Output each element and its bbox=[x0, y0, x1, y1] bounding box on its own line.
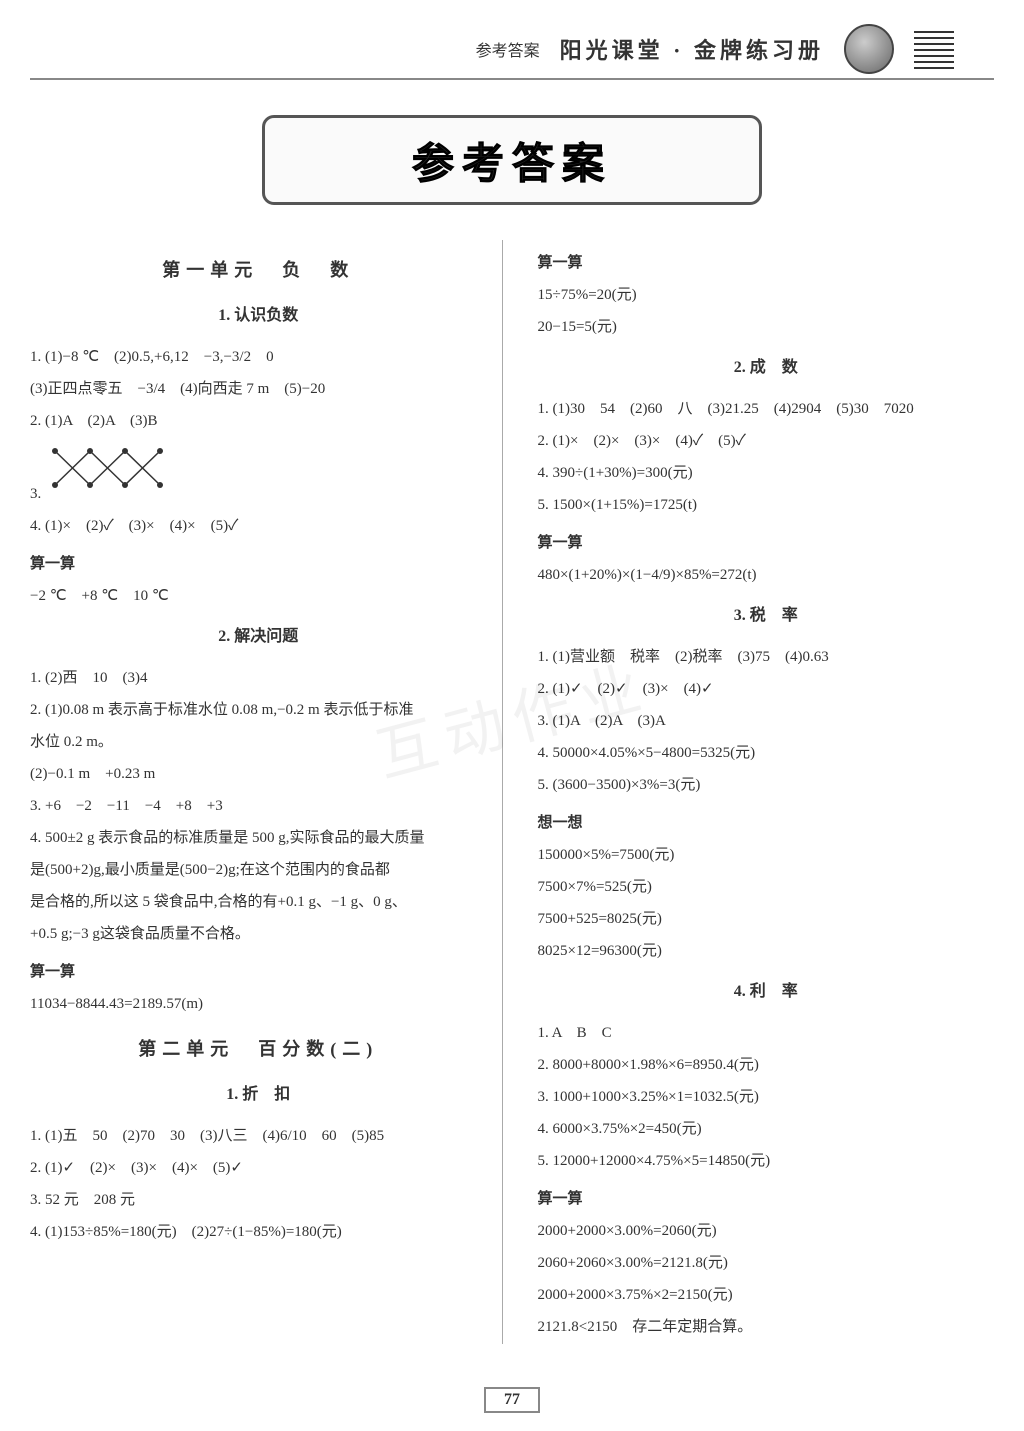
crossing-lines-diagram bbox=[45, 443, 185, 493]
answer-line: 20−15=5(元) bbox=[538, 312, 995, 342]
answer-line: 3. (1)A (2)A (3)A bbox=[538, 706, 995, 736]
think-heading: 想一想 bbox=[538, 808, 995, 838]
answer-line: (3)正四点零五 −3/4 (4)向西走 7 m (5)−20 bbox=[30, 374, 487, 404]
answer-line: 4. 500±2 g 表示食品的标准质量是 500 g,实际食品的最大质量 bbox=[30, 823, 487, 853]
page-header: 参考答案 阳光课堂 · 金牌练习册 bbox=[30, 20, 994, 80]
answer-line: 5. 12000+12000×4.75%×5=14850(元) bbox=[538, 1146, 995, 1176]
answer-line: 8025×12=96300(元) bbox=[538, 936, 995, 966]
section-title: 4. 利 率 bbox=[538, 976, 995, 1008]
answer-line: 4. (1)153÷85%=180(元) (2)27÷(1−85%)=180(元… bbox=[30, 1217, 487, 1247]
calc-heading: 算一算 bbox=[30, 549, 487, 579]
answer-line: 2000+2000×3.00%=2060(元) bbox=[538, 1216, 995, 1246]
calc-heading: 算一算 bbox=[538, 248, 995, 278]
answer-line: 2. 8000+8000×1.98%×6=8950.4(元) bbox=[538, 1050, 995, 1080]
answer-line: 150000×5%=7500(元) bbox=[538, 840, 995, 870]
answer-line: 1. (1)30 54 (2)60 八 (3)21.25 (4)2904 (5)… bbox=[538, 394, 995, 424]
content-columns: 第一单元 负 数 1. 认识负数 1. (1)−8 ℃ (2)0.5,+6,12… bbox=[30, 240, 994, 1344]
section2-title: 2. 解决问题 bbox=[30, 621, 487, 653]
answer-line: 2. (1)✓ (2)× (3)× (4)× (5)✓ bbox=[30, 1153, 487, 1183]
answer-line: 5. (3600−3500)×3%=3(元) bbox=[538, 770, 995, 800]
calc-heading: 算一算 bbox=[538, 1184, 995, 1214]
answer-line: 2121.8<2150 存二年定期合算。 bbox=[538, 1312, 995, 1342]
answer-line: 1. (1)营业额 税率 (2)税率 (3)75 (4)0.63 bbox=[538, 642, 995, 672]
calc-heading: 算一算 bbox=[538, 528, 995, 558]
answer-line: 是(500+2)g,最小质量是(500−2)g;在这个范围内的食品都 bbox=[30, 855, 487, 885]
section3-title: 1. 折 扣 bbox=[30, 1079, 487, 1111]
answer-line: 480×(1+20%)×(1−4/9)×85%=272(t) bbox=[538, 560, 995, 590]
answer-line: 11034−8844.43=2189.57(m) bbox=[30, 989, 487, 1019]
answer-line: 7500+525=8025(元) bbox=[538, 904, 995, 934]
answer-line: 4. 6000×3.75%×2=450(元) bbox=[538, 1114, 995, 1144]
banner-frame: 参考答案 bbox=[262, 115, 762, 205]
answer-line: 3. 52 元 208 元 bbox=[30, 1185, 487, 1215]
answer-line: 2. (1)✓ (2)✓ (3)× (4)✓ bbox=[538, 674, 995, 704]
answer-line: 1. (1)五 50 (2)70 30 (3)八三 (4)6/10 60 (5)… bbox=[30, 1121, 487, 1151]
answer-line: 7500×7%=525(元) bbox=[538, 872, 995, 902]
answer-line: 2060+2060×3.00%=2121.8(元) bbox=[538, 1248, 995, 1278]
globe-icon bbox=[844, 24, 894, 74]
header-small-title: 参考答案 bbox=[476, 37, 540, 61]
answer-line: 2. (1)× (2)× (3)× (4)✓ (5)✓ bbox=[538, 426, 995, 456]
unit2-title: 第二单元 百分数(二) bbox=[30, 1031, 487, 1067]
answer-line: 4. 50000×4.05%×5−4800=5325(元) bbox=[538, 738, 995, 768]
answer-line: 5. 1500×(1+15%)=1725(t) bbox=[538, 490, 995, 520]
answer-line: −2 ℃ +8 ℃ 10 ℃ bbox=[30, 581, 487, 611]
answer-line: 1. (2)西 10 (3)4 bbox=[30, 663, 487, 693]
page-number: 77 bbox=[484, 1387, 540, 1413]
answer-line: 3. 1000+1000×3.25%×1=1032.5(元) bbox=[538, 1082, 995, 1112]
answer-line: 水位 0.2 m。 bbox=[30, 727, 487, 757]
answer-line: 1. (1)−8 ℃ (2)0.5,+6,12 −3,−3/2 0 bbox=[30, 342, 487, 372]
page-footer: 77 bbox=[0, 1387, 1024, 1413]
page-container: 参考答案 阳光课堂 · 金牌练习册 参考答案 互动作业 第一单元 负 数 1. … bbox=[0, 0, 1024, 1431]
q3-label: 3. bbox=[30, 486, 41, 502]
answer-line: 2000+2000×3.75%×2=2150(元) bbox=[538, 1280, 995, 1310]
lines-decoration-icon bbox=[914, 29, 954, 69]
header-main-title: 阳光课堂 · 金牌练习册 bbox=[560, 33, 824, 65]
answer-line: 1. A B C bbox=[538, 1018, 995, 1048]
answer-line: (2)−0.1 m +0.23 m bbox=[30, 759, 487, 789]
left-column: 第一单元 负 数 1. 认识负数 1. (1)−8 ℃ (2)0.5,+6,12… bbox=[30, 240, 503, 1344]
section-title: 3. 税 率 bbox=[538, 600, 995, 632]
answer-line: 3. bbox=[30, 438, 487, 509]
answer-line: 2. (1)0.08 m 表示高于标准水位 0.08 m,−0.2 m 表示低于… bbox=[30, 695, 487, 725]
answer-line: 4. 390÷(1+30%)=300(元) bbox=[538, 458, 995, 488]
answer-line: 3. +6 −2 −11 −4 +8 +3 bbox=[30, 791, 487, 821]
section-title: 2. 成 数 bbox=[538, 352, 995, 384]
calc-heading: 算一算 bbox=[30, 957, 487, 987]
answer-line: +0.5 g;−3 g这袋食品质量不合格。 bbox=[30, 919, 487, 949]
answer-line: 2. (1)A (2)A (3)B bbox=[30, 406, 487, 436]
title-banner: 参考答案 bbox=[30, 100, 994, 220]
unit1-title: 第一单元 负 数 bbox=[30, 252, 487, 288]
right-column: 算一算 15÷75%=20(元) 20−15=5(元) 2. 成 数 1. (1… bbox=[523, 240, 995, 1344]
answer-line: 是合格的,所以这 5 袋食品中,合格的有+0.1 g、−1 g、0 g、 bbox=[30, 887, 487, 917]
answer-line: 4. (1)× (2)✓ (3)× (4)× (5)✓ bbox=[30, 511, 487, 541]
answer-line: 15÷75%=20(元) bbox=[538, 280, 995, 310]
banner-title: 参考答案 bbox=[412, 130, 612, 191]
section1-title: 1. 认识负数 bbox=[30, 300, 487, 332]
